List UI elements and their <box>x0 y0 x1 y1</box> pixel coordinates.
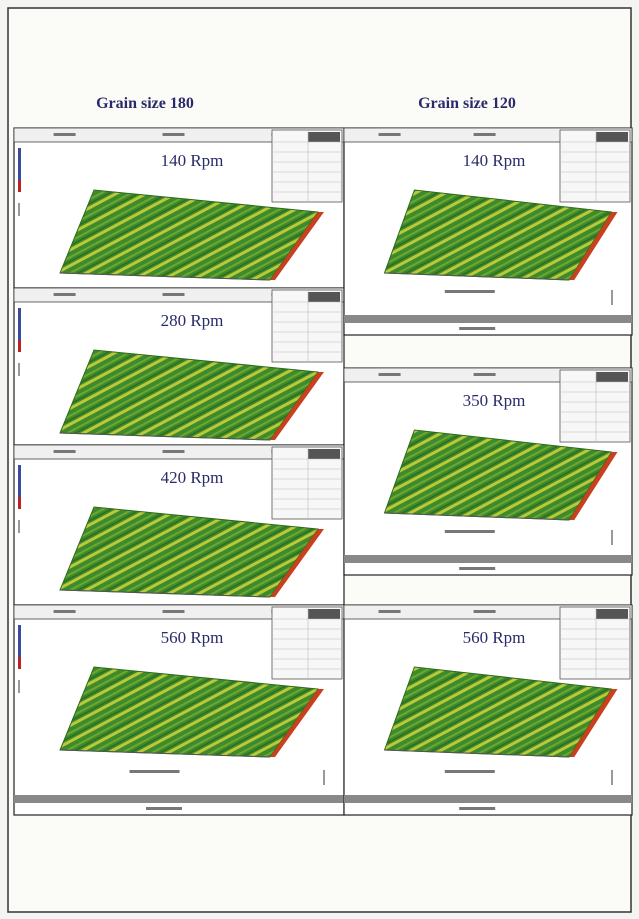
base-line <box>59 589 271 598</box>
footer-text <box>146 807 182 810</box>
color-scale <box>18 308 21 348</box>
header-text <box>378 610 401 613</box>
axis-caption <box>444 290 495 293</box>
color-scale <box>18 148 21 188</box>
info-table-head <box>308 292 340 302</box>
base-line <box>59 432 271 441</box>
header-text <box>162 610 185 613</box>
axis-caption <box>444 770 495 773</box>
header-text <box>473 610 496 613</box>
footer-text <box>459 807 496 810</box>
footer-text <box>459 327 496 330</box>
base-line <box>384 272 570 281</box>
header-text <box>378 373 401 376</box>
header-text <box>162 450 185 453</box>
base-line <box>384 749 570 758</box>
color-scale <box>18 657 21 669</box>
rpm-label: 560 Rpm <box>161 628 224 647</box>
info-table-head <box>596 132 628 142</box>
surface-edge <box>270 372 324 440</box>
color-scale <box>18 625 21 665</box>
rpm-label: 140 Rpm <box>463 151 526 170</box>
info-table-head <box>596 372 628 382</box>
footer-bar <box>344 795 632 803</box>
base-line <box>384 512 570 521</box>
color-scale <box>18 340 21 352</box>
surface-edge <box>569 452 618 520</box>
surface-edge <box>569 689 618 757</box>
surface-edge <box>270 529 324 597</box>
info-table-head <box>308 609 340 619</box>
axis-caption <box>444 530 495 533</box>
column-title: Grain size 120 <box>418 95 516 112</box>
footer-text <box>459 567 496 570</box>
color-scale <box>18 465 21 505</box>
info-table-head <box>596 609 628 619</box>
surface-edge <box>270 689 324 757</box>
surface-edge <box>270 212 324 280</box>
header-text <box>378 133 401 136</box>
rpm-label: 280 Rpm <box>161 311 224 330</box>
color-scale <box>18 497 21 509</box>
header-text <box>53 450 76 453</box>
footer-bar <box>344 315 632 323</box>
header-text <box>162 133 185 136</box>
header-text <box>473 373 496 376</box>
column-title: Grain size 180 <box>96 95 194 112</box>
axis-caption <box>129 770 180 773</box>
rpm-label: 140 Rpm <box>161 151 224 170</box>
footer-bar <box>14 795 344 803</box>
header-text <box>162 293 185 296</box>
info-table-head <box>308 449 340 459</box>
surface-edge <box>569 212 618 280</box>
rpm-label: 560 Rpm <box>463 628 526 647</box>
header-text <box>53 610 76 613</box>
header-text <box>53 293 76 296</box>
header-text <box>473 133 496 136</box>
rpm-label: 350 Rpm <box>463 391 526 410</box>
color-scale <box>18 180 21 192</box>
rpm-label: 420 Rpm <box>161 468 224 487</box>
info-table-head <box>308 132 340 142</box>
base-line <box>59 272 271 281</box>
footer-bar <box>344 555 632 563</box>
base-line <box>59 749 271 758</box>
header-text <box>53 133 76 136</box>
